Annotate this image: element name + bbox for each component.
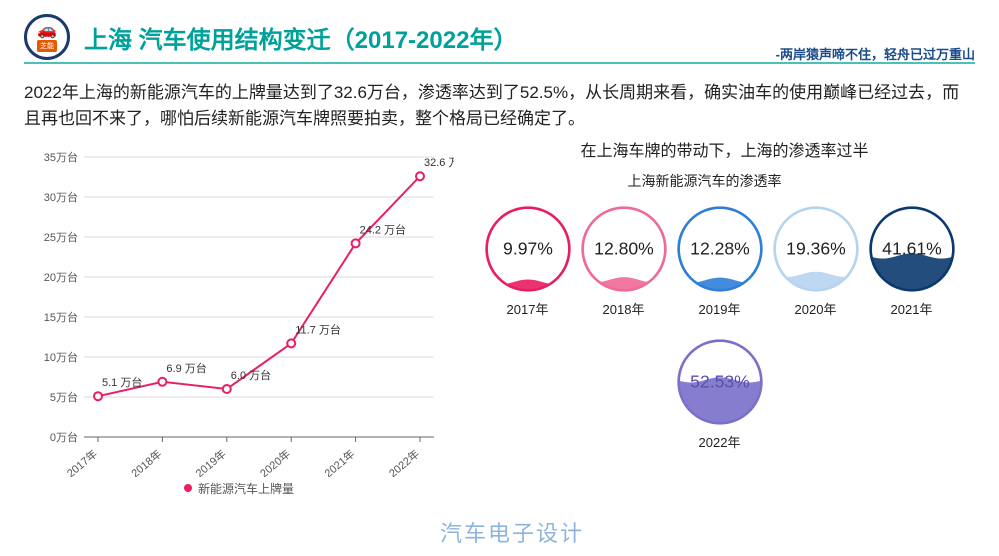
line-chart-svg: 0万台 5万台 10万台 15万台 20万台 25万台 30万台 35万台 2017年 2018年… <box>24 137 454 477</box>
svg-text:32.6 万台: 32.6 万台 <box>424 155 454 169</box>
ring-percent-label: 12.28% <box>690 238 750 258</box>
rings-row-2: 52.53% 2022年 <box>464 338 975 451</box>
right-title: 在上海车牌的带动下，上海的渗透率过半 <box>474 137 975 161</box>
svg-text:25万台: 25万台 <box>44 230 78 244</box>
svg-text:11.7 万台: 11.7 万台 <box>295 322 341 336</box>
svg-text:24.2 万台: 24.2 万台 <box>360 222 406 236</box>
ring-percent-label: 52.53% <box>690 371 750 391</box>
ring-year-label: 2017年 <box>507 299 549 318</box>
svg-text:2021年: 2021年 <box>321 446 357 476</box>
svg-text:6.9 万台: 6.9 万台 <box>166 360 206 374</box>
logo-car-icon: 🚗 <box>37 23 57 39</box>
ring-year-label: 2021年 <box>891 299 933 318</box>
svg-text:35万台: 35万台 <box>44 150 78 164</box>
ring-percent-label: 12.80% <box>594 238 654 258</box>
ring-icon: 12.28% <box>676 205 764 293</box>
svg-text:2022年: 2022年 <box>386 446 422 476</box>
brand-logo: 🚗 芝能 <box>24 14 70 60</box>
svg-text:2020年: 2020年 <box>257 446 293 476</box>
penetration-ring: 9.97% 2017年 <box>484 205 572 318</box>
chart-legend: 新能源汽车上牌量 <box>184 480 294 497</box>
svg-text:2017年: 2017年 <box>64 446 100 476</box>
line-chart-container: 0万台 5万台 10万台 15万台 20万台 25万台 30万台 35万台 2017年 2018年… <box>24 137 454 497</box>
ring-icon: 52.53% <box>676 338 764 426</box>
ring-percent-label: 41.61% <box>882 238 942 258</box>
ring-icon: 12.80% <box>580 205 668 293</box>
penetration-ring: 19.36% 2020年 <box>772 205 860 318</box>
svg-text:6.0 万台: 6.0 万台 <box>231 368 271 382</box>
svg-text:15万台: 15万台 <box>44 310 78 324</box>
penetration-ring: 12.80% 2018年 <box>580 205 668 318</box>
logo-badge-text: 芝能 <box>37 40 57 52</box>
ring-icon: 19.36% <box>772 205 860 293</box>
watermark-text: 汽车电子设计 <box>440 516 584 548</box>
description-text: 2022年上海的新能源汽车的上牌量达到了32.6万台，渗透率达到了52.5%，从… <box>0 66 999 133</box>
ring-year-label: 2020年 <box>795 299 837 318</box>
penetration-ring: 12.28% 2019年 <box>676 205 764 318</box>
svg-text:20万台: 20万台 <box>44 270 78 284</box>
page-title: 上海 汽车使用结构变迁（2017-2022年） <box>84 20 517 55</box>
legend-label: 新能源汽车上牌量 <box>198 480 294 497</box>
svg-text:2019年: 2019年 <box>193 446 229 476</box>
ring-year-label: 2019年 <box>699 299 741 318</box>
penetration-ring: 41.61% 2021年 <box>868 205 956 318</box>
ring-icon: 41.61% <box>868 205 956 293</box>
svg-text:30万台: 30万台 <box>44 190 78 204</box>
ring-percent-label: 9.97% <box>503 238 553 258</box>
ring-icon: 9.97% <box>484 205 572 293</box>
svg-text:10万台: 10万台 <box>44 350 78 364</box>
ring-year-label: 2022年 <box>699 432 741 451</box>
ring-percent-label: 19.36% <box>786 238 846 258</box>
legend-marker-icon <box>184 484 192 492</box>
svg-text:5.1 万台: 5.1 万台 <box>102 375 142 389</box>
main-content: 0万台 5万台 10万台 15万台 20万台 25万台 30万台 35万台 2017年 2018年… <box>0 137 999 497</box>
header-quote: -两岸猿声啼不住，轻舟已过万重山 <box>776 44 975 63</box>
ring-year-label: 2018年 <box>603 299 645 318</box>
right-subtitle: 上海新能源汽车的渗透率 <box>434 171 975 191</box>
svg-text:0万台: 0万台 <box>50 430 78 444</box>
penetration-ring: 52.53% 2022年 <box>676 338 764 451</box>
right-panel: 在上海车牌的带动下，上海的渗透率过半 上海新能源汽车的渗透率 9.97%2017… <box>454 137 975 497</box>
rings-row-1: 9.97% 2017年 12.80% 2018年 12.28% 2019年 19.36% 20… <box>464 205 975 318</box>
svg-text:5万台: 5万台 <box>50 390 78 404</box>
svg-text:2018年: 2018年 <box>128 446 164 476</box>
